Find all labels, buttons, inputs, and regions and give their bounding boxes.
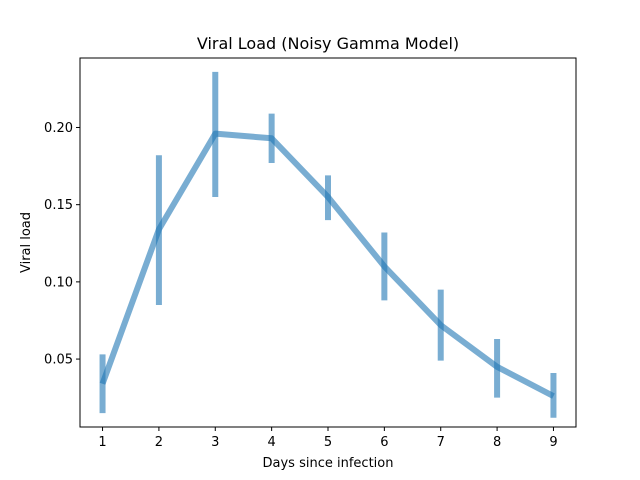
x-tick-label: 3 bbox=[211, 435, 219, 450]
y-tick-label: 0.05 bbox=[44, 353, 73, 368]
x-tick-label: 1 bbox=[98, 435, 106, 450]
y-tick-label: 0.20 bbox=[44, 121, 73, 136]
x-axis-label: Days since infection bbox=[263, 456, 394, 471]
x-tick-label: 6 bbox=[380, 435, 388, 450]
y-axis: 0.05 0.10 0.15 0.20 bbox=[44, 121, 80, 368]
y-tick-label: 0.15 bbox=[44, 198, 73, 213]
x-tick-label: 9 bbox=[549, 435, 557, 450]
chart-title: Viral Load (Noisy Gamma Model) bbox=[197, 34, 459, 53]
series-line bbox=[99, 130, 555, 399]
x-tick-label: 7 bbox=[437, 435, 445, 450]
x-tick-label: 8 bbox=[493, 435, 501, 450]
x-tick-label: 4 bbox=[267, 435, 275, 450]
x-tick-label: 2 bbox=[155, 435, 163, 450]
y-axis-label: Viral load bbox=[19, 212, 34, 273]
plot-area bbox=[99, 71, 557, 418]
y-tick-label: 0.10 bbox=[44, 275, 73, 290]
x-tick-label: 5 bbox=[324, 435, 332, 450]
x-axis: 1 2 3 4 5 6 7 8 9 bbox=[98, 427, 558, 450]
